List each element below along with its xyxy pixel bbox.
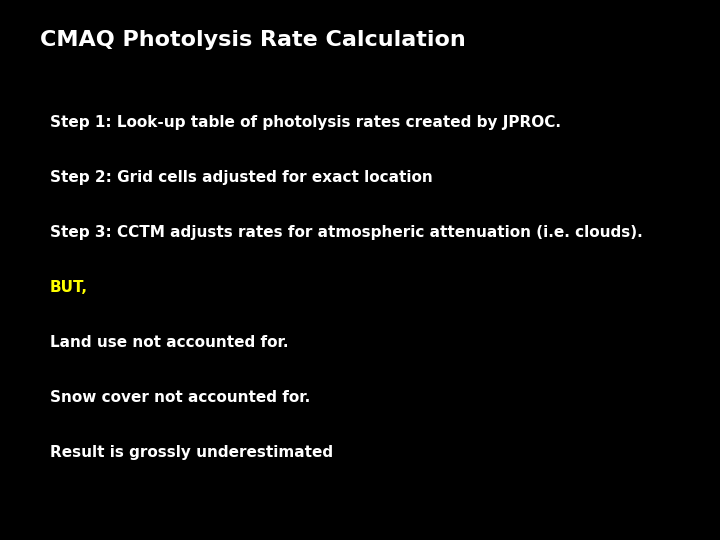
Text: Land use not accounted for.: Land use not accounted for. (50, 335, 289, 350)
Text: CMAQ Photolysis Rate Calculation: CMAQ Photolysis Rate Calculation (40, 30, 466, 50)
Text: Result is grossly underestimated: Result is grossly underestimated (50, 445, 333, 460)
Text: Snow cover not accounted for.: Snow cover not accounted for. (50, 390, 310, 405)
Text: Step 1: Look-up table of photolysis rates created by JPROC.: Step 1: Look-up table of photolysis rate… (50, 115, 561, 130)
Text: Step 2: Grid cells adjusted for exact location: Step 2: Grid cells adjusted for exact lo… (50, 170, 433, 185)
Text: BUT,: BUT, (50, 280, 88, 295)
Text: Step 3: CCTM adjusts rates for atmospheric attenuation (i.e. clouds).: Step 3: CCTM adjusts rates for atmospher… (50, 225, 643, 240)
